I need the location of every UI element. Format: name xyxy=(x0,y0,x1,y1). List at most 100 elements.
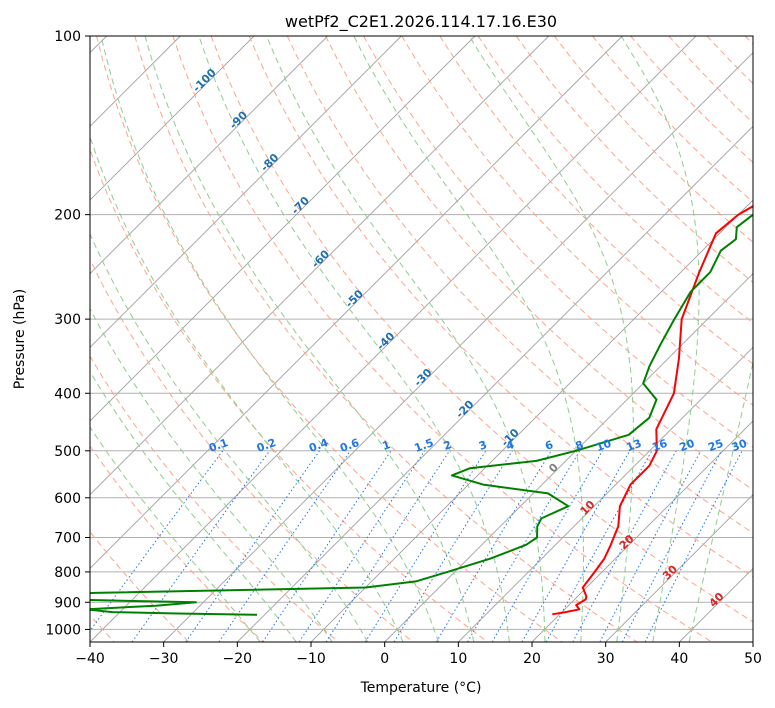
mixing-ratio-line xyxy=(262,450,392,642)
moist-adiabat xyxy=(353,36,584,642)
mixing-ratio-label: 0.1 xyxy=(207,436,230,455)
plot-area: -100-90-80-70-60-50-40-30-20-10010203040… xyxy=(90,36,753,642)
mixing-ratio-line xyxy=(298,450,426,642)
dewpoint-profile xyxy=(90,213,753,616)
skewed-isotherm xyxy=(605,494,753,642)
mixing-ratio-label: 8 xyxy=(574,438,586,453)
moist-adiabat xyxy=(90,307,333,642)
mixing-ratio-label: 16 xyxy=(650,437,669,455)
y-tick-label: 500 xyxy=(54,444,81,460)
mixing-ratio-label: 0.4 xyxy=(307,436,330,455)
y-tick-label: 700 xyxy=(54,531,81,547)
mixing-ratio-line xyxy=(599,450,702,642)
y-tick-label: 600 xyxy=(54,491,81,507)
mixing-ratio-label: 6 xyxy=(543,438,555,453)
x-axis-ticks: −40 −30 −20 −10 0 10 20 30 40 50 xyxy=(75,642,762,667)
moist-adiabat xyxy=(620,36,700,642)
y-tick-label: 100 xyxy=(54,29,81,45)
mixing-ratio-line xyxy=(218,450,351,642)
dry-adiabat xyxy=(134,36,638,642)
dry-adiabat xyxy=(286,36,753,534)
mixing-ratio-label: 0.6 xyxy=(338,436,361,455)
dry-adiabat xyxy=(325,36,753,491)
moist-adiabat xyxy=(688,359,753,642)
mixing-ratio-label: 13 xyxy=(625,437,644,454)
skewed-isotherm xyxy=(384,273,753,642)
mixing-ratio-line xyxy=(325,450,451,642)
chart-title: wetPf2_C2E1.2026.114.17.16.E30 xyxy=(285,12,557,32)
moist-adiabat xyxy=(468,36,634,642)
moist-adiabat xyxy=(90,135,404,642)
dry-adiabat xyxy=(90,258,414,642)
profile-lines xyxy=(90,205,753,616)
mixing-ratio-line xyxy=(131,450,271,642)
y-axis-label: Pressure (hPa) xyxy=(12,289,28,389)
x-axis-label: Temperature (°C) xyxy=(360,680,482,696)
x-tick-label: −40 xyxy=(75,651,105,667)
y-tick-label: 200 xyxy=(54,208,81,224)
mixing-ratio-label: 20 xyxy=(678,437,697,455)
mixing-ratio-label: 3 xyxy=(477,438,489,453)
x-tick-label: −30 xyxy=(149,651,179,667)
x-tick-label: −20 xyxy=(223,651,253,667)
x-tick-label: 10 xyxy=(449,651,467,667)
mixing-ratio-line xyxy=(572,450,677,642)
dry-adiabat xyxy=(90,355,339,642)
moist-adiabat xyxy=(90,426,261,642)
mixing-ratio-label: 0.2 xyxy=(255,436,278,455)
skewed-isotherm xyxy=(90,36,623,569)
y-tick-label: 300 xyxy=(54,312,81,328)
dry-adiabat xyxy=(248,36,753,578)
skewed-isotherm xyxy=(90,36,255,201)
moist-adiabat xyxy=(90,370,297,642)
skewed-isotherm xyxy=(90,36,476,422)
skewed-isotherm xyxy=(458,346,753,642)
skewed-isotherm xyxy=(531,420,753,642)
y-tick-label: 800 xyxy=(54,565,81,581)
moist-adiabats xyxy=(90,36,753,642)
mixing-ratio-line xyxy=(545,450,653,642)
dry-adiabat xyxy=(96,36,563,642)
dry-adiabat xyxy=(210,36,753,623)
skewed-isotherm xyxy=(163,52,753,642)
mixing-ratio-label: 2 xyxy=(442,438,454,453)
mixing-ratio-line xyxy=(90,450,224,632)
dry-adiabat xyxy=(90,445,264,642)
mixing-ratio-label: 1 xyxy=(381,438,393,453)
mixing-ratio-line xyxy=(644,450,743,642)
moist-adiabat xyxy=(144,36,475,642)
moist-adiabat xyxy=(198,36,510,642)
mixing-ratio-label: 10 xyxy=(594,437,613,455)
moist-adiabat xyxy=(90,232,369,642)
y-tick-label: 900 xyxy=(54,595,81,611)
skewed-isotherm xyxy=(90,36,549,496)
x-tick-label: 40 xyxy=(670,651,688,667)
skewed-isotherm xyxy=(237,125,753,642)
dry-adiabat xyxy=(439,36,753,365)
x-tick-label: 50 xyxy=(744,651,762,667)
temperature-profile xyxy=(552,205,753,616)
x-tick-label: 20 xyxy=(523,651,541,667)
horizontal-gridlines xyxy=(90,36,753,630)
mixing-ratio-line xyxy=(521,450,631,642)
y-tick-label: 400 xyxy=(54,386,81,402)
skewed-isotherms xyxy=(90,36,753,642)
skewed-isotherm xyxy=(90,36,328,275)
mixing-ratio-lines xyxy=(90,450,743,642)
mixing-ratio-line xyxy=(185,450,321,642)
x-tick-label: 0 xyxy=(380,651,389,667)
moist-adiabat xyxy=(100,36,439,642)
x-tick-label: −10 xyxy=(296,651,326,667)
plot-frame xyxy=(89,35,754,643)
dry-adiabat xyxy=(515,36,753,284)
skewed-isotherm xyxy=(90,36,402,348)
mixing-ratio-label: 1.5 xyxy=(413,436,436,455)
mixing-ratio-label: 30 xyxy=(730,437,749,455)
moist-adiabat xyxy=(266,36,546,642)
dry-adiabat xyxy=(90,148,488,642)
x-tick-label: 30 xyxy=(597,651,615,667)
mixing-ratio-label: 25 xyxy=(706,437,725,454)
y-axis-ticks: 100 200 300 400 500 600 700 800 900 1000 xyxy=(45,29,90,638)
